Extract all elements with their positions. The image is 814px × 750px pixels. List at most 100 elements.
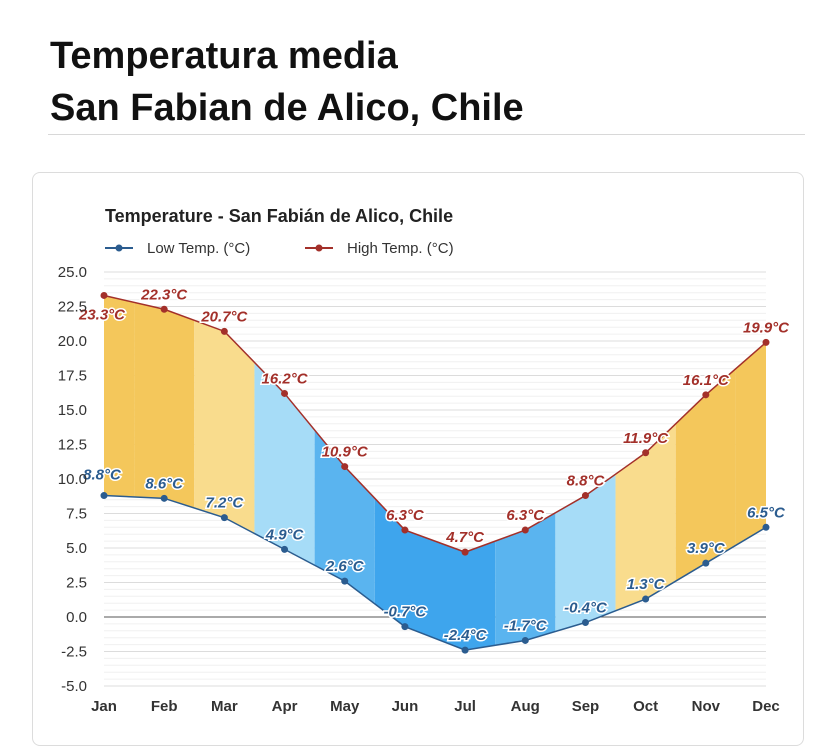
- low-point-jul[interactable]: [461, 646, 469, 654]
- x-tick-dec: Dec: [752, 698, 780, 715]
- band-nov: [675, 368, 736, 582]
- data-points: [100, 291, 770, 654]
- high-point-oct[interactable]: [642, 449, 650, 457]
- temperature-chart: Temperature - San Fabián de Alico, Chile…: [58, 206, 792, 715]
- low-point-sep[interactable]: [581, 619, 589, 627]
- low-point-jan[interactable]: [100, 492, 108, 500]
- low-label-may: 2.6°C: [325, 558, 365, 575]
- chart-legend: Low Temp. (°C) High Temp. (°C): [105, 240, 454, 257]
- low-point-mar[interactable]: [220, 514, 228, 522]
- low-label-nov: 3.9°C: [687, 540, 726, 557]
- high-point-feb[interactable]: [160, 305, 168, 313]
- low-temp-line: [103, 494, 767, 651]
- low-point-aug[interactable]: [521, 636, 529, 644]
- series-lines: [103, 294, 767, 651]
- x-tick-may: May: [330, 698, 360, 715]
- high-label-oct: 11.9°C: [623, 430, 669, 447]
- low-point-may[interactable]: [341, 577, 349, 585]
- temperature-bands: [104, 295, 766, 651]
- high-label-sep: 8.8°C: [567, 473, 606, 490]
- low-point-oct[interactable]: [642, 595, 650, 603]
- high-point-apr[interactable]: [281, 389, 289, 397]
- low-label-dec: 6.5°C: [747, 504, 786, 521]
- y-tick-label: 0.0: [66, 609, 87, 626]
- x-tick-jul: Jul: [454, 698, 476, 715]
- band-sep: [555, 474, 616, 632]
- high-label-dec: 19.9°C: [743, 319, 790, 336]
- y-tick-label: 10.0: [58, 471, 87, 488]
- data-labels: 8.8°C 8.6°C 7.2°C 4.9°C 2.6°C -0.7°C -2.4°C -1.…: [76, 285, 791, 646]
- low-label-apr: 4.9°C: [265, 526, 305, 543]
- band-jun: [374, 498, 435, 639]
- x-tick-feb: Feb: [151, 698, 178, 715]
- high-label-nov: 16.1°C: [683, 372, 730, 389]
- high-point-jul[interactable]: [461, 548, 469, 556]
- legend-high-label: High Temp. (°C): [347, 240, 454, 257]
- low-label-mar: 7.2°C: [206, 495, 245, 512]
- y-tick-label: 12.5: [58, 437, 87, 454]
- low-point-jun[interactable]: [401, 623, 409, 631]
- high-point-mar[interactable]: [220, 327, 228, 335]
- page-title-line-1: Temperatura media: [50, 35, 398, 77]
- low-point-dec[interactable]: [762, 523, 770, 531]
- y-tick-label: 22.5: [58, 299, 87, 316]
- page-title: Temperatura media San Fabian de Alico, C…: [50, 30, 524, 134]
- x-tick-sep: Sep: [572, 698, 600, 715]
- low-label-jan: 8.8°C: [83, 467, 122, 484]
- y-tick-label: 25.0: [58, 264, 87, 281]
- high-point-nov[interactable]: [702, 391, 710, 399]
- high-label-jun: 6.3°C: [386, 507, 425, 524]
- high-label-jan: 23.3°C: [78, 306, 126, 323]
- band-dec: [735, 342, 766, 546]
- legend-item-high[interactable]: High Temp. (°C): [305, 240, 454, 257]
- high-point-dec[interactable]: [762, 338, 770, 346]
- low-label-jun: -0.7°C: [384, 604, 428, 621]
- low-label-oct: 1.3°C: [627, 576, 666, 593]
- y-tick-label: -2.5: [61, 644, 87, 661]
- x-tick-oct: Oct: [633, 698, 658, 715]
- high-label-feb: 22.3°C: [140, 286, 188, 303]
- low-label-feb: 8.6°C: [145, 475, 184, 492]
- legend-high-marker: [315, 244, 323, 252]
- low-label-jul: -2.4°C: [444, 627, 488, 644]
- band-apr: [254, 362, 315, 566]
- high-label-apr: 16.2°C: [262, 370, 309, 387]
- band-jul: [435, 541, 496, 651]
- high-label-may: 10.9°C: [322, 444, 369, 461]
- y-tick-label: -5.0: [61, 678, 87, 695]
- legend-item-low[interactable]: Low Temp. (°C): [105, 240, 250, 257]
- high-label-mar: 20.7°C: [200, 308, 248, 325]
- y-tick-label: 5.0: [66, 540, 87, 557]
- band-feb: [134, 302, 195, 508]
- high-point-sep[interactable]: [581, 492, 589, 500]
- x-tick-apr: Apr: [272, 698, 298, 715]
- high-label-aug: 6.3°C: [506, 507, 545, 524]
- low-point-nov[interactable]: [702, 559, 710, 567]
- low-label-aug: -1.7°C: [504, 617, 548, 634]
- high-point-may[interactable]: [341, 463, 349, 471]
- page-title-line-2: San Fabian de Alico, Chile: [50, 87, 524, 129]
- y-tick-label: 17.5: [58, 368, 87, 385]
- band-mar: [194, 320, 255, 534]
- chart-card: Temperature - San Fabián de Alico, Chile…: [32, 172, 804, 746]
- high-label-jul: 4.7°C: [445, 529, 485, 546]
- high-temp-line: [103, 294, 767, 553]
- low-point-apr[interactable]: [281, 545, 289, 553]
- high-point-jan[interactable]: [100, 291, 108, 299]
- legend-low-marker: [115, 244, 123, 252]
- high-point-aug[interactable]: [521, 526, 529, 534]
- band-may: [314, 430, 375, 604]
- y-tick-label: 15.0: [58, 402, 87, 419]
- x-tick-mar: Mar: [211, 698, 238, 715]
- x-axis-ticks: Jan Feb Mar Apr May Jun Jul Aug Sep Oct Nov Dec: [91, 698, 780, 715]
- y-tick-label: 2.5: [66, 575, 87, 592]
- y-tick-label: 20.0: [58, 333, 87, 350]
- x-tick-jan: Jan: [91, 698, 117, 715]
- low-label-sep: -0.4°C: [564, 600, 608, 617]
- y-axis-ticks: 25.0 22.5 20.0 17.5 15.0 12.5 10.0 7.5 5.0 2.5 0.0…: [58, 264, 87, 695]
- band-oct: [615, 423, 676, 611]
- x-tick-aug: Aug: [511, 698, 540, 715]
- high-point-jun[interactable]: [401, 526, 409, 534]
- low-point-feb[interactable]: [160, 494, 168, 502]
- band-jan: [104, 295, 135, 497]
